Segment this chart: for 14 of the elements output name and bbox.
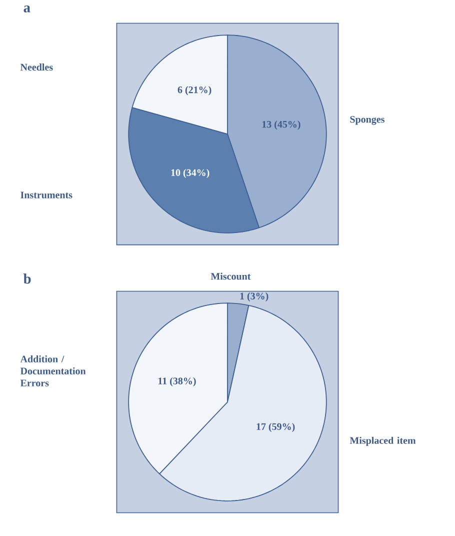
data-label: 17 (59%) [256,422,295,432]
slice-label: Sponges [350,116,384,125]
chart-title: a [24,6,30,12]
slice-label: Addition / Documentation Errors [20,355,86,386]
slice-label: Misplaced item [350,436,416,446]
slice-label: Needles [20,64,53,71]
slice-label: Miscount [210,272,251,280]
data-label: 1 (3%) [240,292,268,302]
slice-label: Instruments [20,192,72,198]
data-label: 6 (21%) [178,86,212,96]
data-label: 10 (34%) [171,168,210,178]
data-label: 11 (38%) [158,377,196,386]
chart-title: b [24,274,31,284]
data-label: 13 (45%) [262,120,300,130]
